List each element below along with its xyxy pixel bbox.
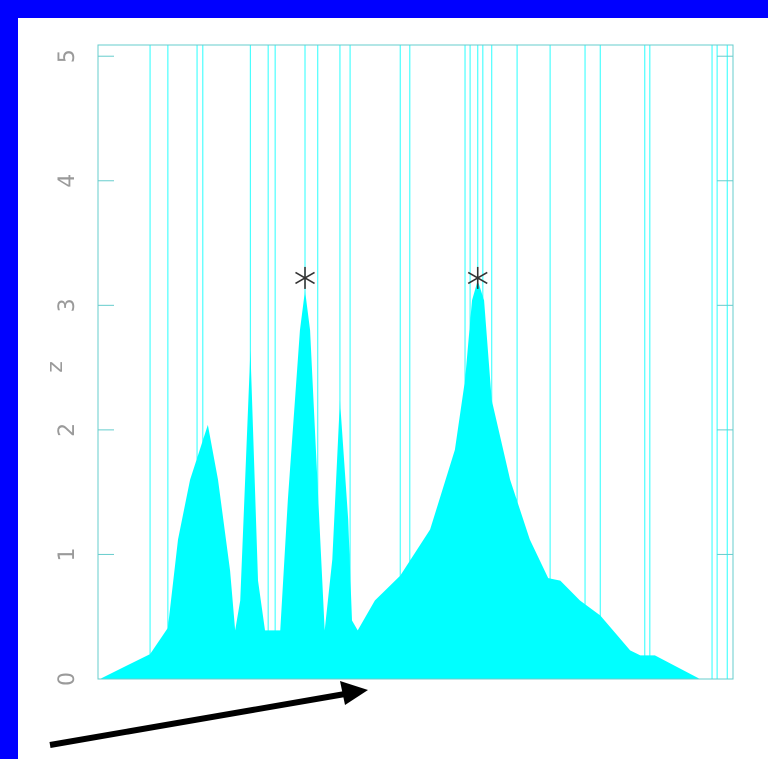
marker bbox=[467, 266, 488, 289]
axes-frame bbox=[97, 44, 734, 680]
marker-stroke bbox=[295, 271, 315, 285]
y-tick-label: 1 bbox=[55, 547, 80, 561]
arrow-shaft bbox=[49, 691, 346, 748]
y-tick-label: 4 bbox=[55, 174, 80, 188]
marker-stroke bbox=[467, 271, 488, 285]
y-tick-label: 5 bbox=[55, 49, 80, 63]
y-tick-label: 2 bbox=[55, 423, 80, 437]
area bbox=[99, 280, 700, 679]
plot-area: 0 1 2 3 4 5 bbox=[55, 44, 734, 686]
y-tick-label: 3 bbox=[55, 298, 80, 312]
y-axis-label: z bbox=[43, 361, 68, 373]
y-tick-label: 0 bbox=[55, 672, 80, 686]
arrow-head bbox=[340, 681, 368, 705]
marker bbox=[295, 266, 315, 289]
